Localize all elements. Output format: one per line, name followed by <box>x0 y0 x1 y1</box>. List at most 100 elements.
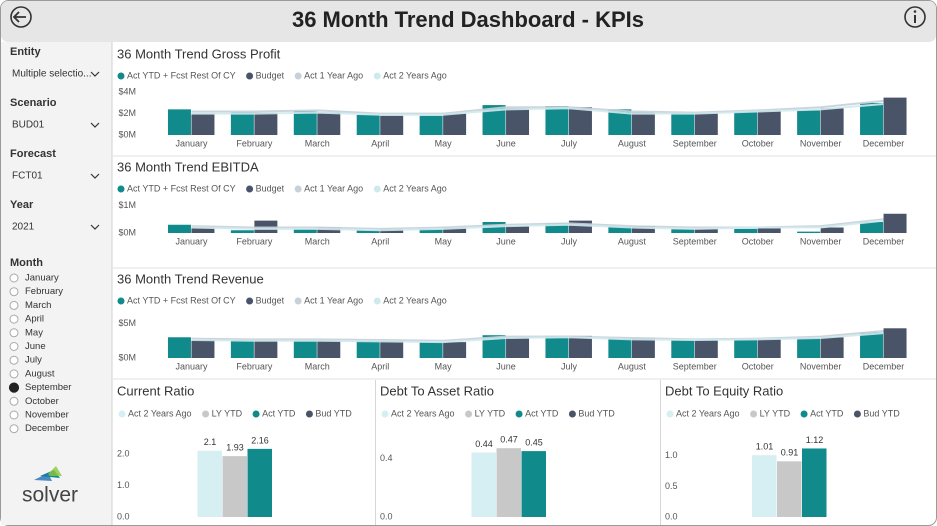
filter-label: Entity <box>10 46 41 58</box>
legend-swatch <box>381 410 389 418</box>
y-tick-label: $5M <box>118 318 136 328</box>
radio-button[interactable] <box>9 369 19 379</box>
x-tick-label: March <box>305 236 330 246</box>
legend-swatch <box>568 410 576 418</box>
bar <box>222 456 247 517</box>
radio-button[interactable] <box>9 396 19 406</box>
x-tick-label: December <box>863 236 905 246</box>
back-button[interactable] <box>10 6 32 28</box>
legend-swatch <box>666 410 674 418</box>
bar <box>568 220 592 233</box>
x-tick-label: September <box>673 361 717 371</box>
info-dot[interactable] <box>913 10 917 13</box>
radio-label[interactable]: June <box>25 341 46 352</box>
bar <box>752 455 777 517</box>
legend-label: Bud YTD <box>578 408 615 418</box>
radio-label[interactable]: December <box>25 423 69 434</box>
legend-swatch <box>373 297 381 305</box>
x-tick-label: July <box>561 361 578 371</box>
bar <box>671 340 695 358</box>
dropdown-chevron[interactable] <box>90 224 100 230</box>
trend-line <box>191 332 884 344</box>
legend-swatch <box>294 185 302 193</box>
radio-label[interactable]: August <box>25 368 55 379</box>
bar <box>820 108 844 135</box>
x-tick-label: August <box>618 236 647 246</box>
x-tick-label: August <box>618 138 647 148</box>
logo-text: solver <box>22 484 78 507</box>
chart-title: 36 Month Trend EBITDA <box>117 159 259 174</box>
legend-label: LY YTD <box>212 408 243 418</box>
radio-button[interactable] <box>9 287 19 297</box>
radio-button[interactable] <box>9 300 19 310</box>
data-label: 2.1 <box>204 437 217 447</box>
legend-label: Act YTD <box>810 408 844 418</box>
radio-label[interactable]: March <box>25 300 51 311</box>
x-tick-label: November <box>800 236 842 246</box>
x-tick-label: March <box>305 138 330 148</box>
legend-swatch <box>202 410 210 418</box>
radio-button[interactable] <box>9 342 19 351</box>
filter-label: Month <box>10 257 43 269</box>
y-tick-label: $4M <box>118 87 136 97</box>
filter-value[interactable]: 2021 <box>12 222 35 233</box>
bar <box>356 114 380 135</box>
radio-label[interactable]: September <box>25 382 71 393</box>
radio-label[interactable]: July <box>25 355 42 366</box>
radio-button[interactable] <box>9 355 19 365</box>
radio-label[interactable]: January <box>25 273 59 284</box>
y-tick-label: $0M <box>118 352 136 362</box>
legend-swatch <box>800 410 808 418</box>
info-button[interactable] <box>904 6 926 28</box>
bar <box>443 342 467 358</box>
radio-button[interactable] <box>9 383 19 393</box>
filter-label: Forecast <box>10 148 56 160</box>
back-icon[interactable] <box>10 6 32 28</box>
bar <box>568 335 592 358</box>
filter-value[interactable]: FCT01 <box>12 171 43 182</box>
trend-line <box>191 99 884 115</box>
bar <box>506 337 530 358</box>
radio-button[interactable] <box>9 273 19 283</box>
logo-mark <box>34 473 52 481</box>
bar <box>167 109 191 135</box>
bar <box>802 448 827 517</box>
dropdown-chevron[interactable] <box>90 173 100 179</box>
radio-button[interactable] <box>9 314 19 324</box>
bar <box>380 115 404 135</box>
x-tick-label: May <box>435 138 453 148</box>
radio-button[interactable] <box>9 410 19 420</box>
bar <box>883 328 907 358</box>
radio-label[interactable]: April <box>25 314 44 325</box>
bar <box>443 113 467 135</box>
info-icon[interactable] <box>904 6 926 28</box>
x-tick-label: January <box>175 236 208 246</box>
legend-label: Act 2 Years Ago <box>383 70 447 80</box>
bar <box>734 111 758 135</box>
trend-line <box>191 103 884 116</box>
legend-swatch <box>373 72 381 80</box>
dropdown-chevron[interactable] <box>90 71 100 77</box>
bar <box>496 448 521 517</box>
radio-label[interactable]: October <box>25 396 59 407</box>
x-tick-label: November <box>800 138 842 148</box>
back-arrow[interactable] <box>12 11 26 23</box>
radio-label[interactable]: February <box>25 286 63 297</box>
x-tick-label: October <box>742 361 774 371</box>
data-label: 2.16 <box>251 435 269 445</box>
filter-value[interactable]: Multiple selectio... <box>12 69 91 80</box>
dropdown-chevron[interactable] <box>90 122 100 128</box>
radio-label[interactable]: November <box>25 410 69 421</box>
bar <box>860 222 884 233</box>
y-tick-label: $2M <box>118 108 136 118</box>
bar <box>471 452 496 517</box>
radio-button[interactable] <box>9 328 19 338</box>
filter-value[interactable]: BUD01 <box>12 120 45 131</box>
bar <box>545 223 569 233</box>
legend-swatch <box>465 410 473 418</box>
bar <box>356 230 380 233</box>
radio-label[interactable]: May <box>25 327 43 338</box>
radio-button[interactable] <box>9 424 19 434</box>
radio-ring[interactable] <box>8 382 20 393</box>
bar <box>860 102 884 135</box>
